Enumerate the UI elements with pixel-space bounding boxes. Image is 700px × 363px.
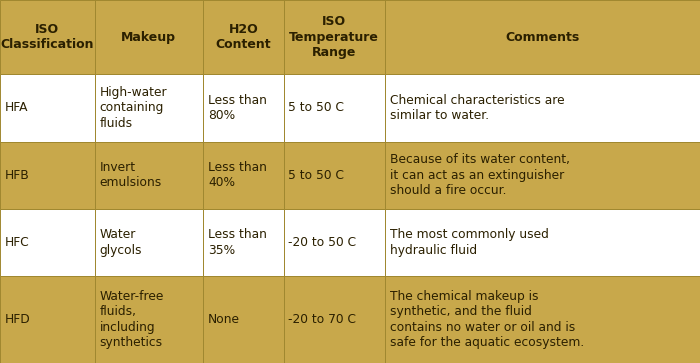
Text: The most commonly used
hydraulic fluid: The most commonly used hydraulic fluid <box>390 228 549 257</box>
Text: ISO
Classification: ISO Classification <box>1 23 94 52</box>
Text: Invert
emulsions: Invert emulsions <box>99 161 162 189</box>
Text: 5 to 50 C: 5 to 50 C <box>288 169 344 182</box>
Bar <box>94 276 203 363</box>
Bar <box>203 74 284 142</box>
Bar <box>284 209 385 276</box>
Bar <box>94 0 203 74</box>
Text: Because of its water content,
it can act as an extinguisher
should a fire occur.: Because of its water content, it can act… <box>390 153 570 197</box>
Bar <box>0 74 94 142</box>
Text: Less than
40%: Less than 40% <box>208 161 267 189</box>
Bar <box>284 74 385 142</box>
Text: HFC: HFC <box>5 236 29 249</box>
Text: None: None <box>208 313 240 326</box>
Bar <box>94 74 203 142</box>
Text: Comments: Comments <box>505 31 580 44</box>
Text: -20 to 70 C: -20 to 70 C <box>288 313 356 326</box>
Bar <box>0 276 700 363</box>
Text: The chemical makeup is
synthetic, and the fluid
contains no water or oil and is
: The chemical makeup is synthetic, and th… <box>390 290 584 349</box>
Text: Makeup: Makeup <box>121 31 176 44</box>
Text: Less than
80%: Less than 80% <box>208 94 267 122</box>
Bar <box>385 0 700 74</box>
Text: H2O
Content: H2O Content <box>216 23 271 52</box>
Bar <box>284 142 385 209</box>
Text: Chemical characteristics are
similar to water.: Chemical characteristics are similar to … <box>390 94 565 122</box>
Bar <box>284 276 385 363</box>
Bar <box>0 209 700 276</box>
Text: ISO
Temperature
Range: ISO Temperature Range <box>289 15 379 59</box>
Bar <box>94 209 203 276</box>
Text: Less than
35%: Less than 35% <box>208 228 267 257</box>
Bar <box>203 209 284 276</box>
Bar <box>385 74 700 142</box>
Bar <box>385 142 700 209</box>
Bar <box>94 142 203 209</box>
Text: Water-free
fluids,
including
synthetics: Water-free fluids, including synthetics <box>99 290 164 349</box>
Bar <box>203 142 284 209</box>
Bar <box>0 0 94 74</box>
Text: High-water
containing
fluids: High-water containing fluids <box>99 86 167 130</box>
Bar <box>385 276 700 363</box>
Text: HFB: HFB <box>5 169 29 182</box>
Bar <box>0 209 94 276</box>
Text: 5 to 50 C: 5 to 50 C <box>288 102 344 114</box>
Bar <box>0 142 94 209</box>
Bar <box>0 276 94 363</box>
Text: Water
glycols: Water glycols <box>99 228 142 257</box>
Bar <box>203 276 284 363</box>
Bar <box>0 142 700 209</box>
Text: HFA: HFA <box>5 102 29 114</box>
Bar <box>203 0 284 74</box>
Bar <box>385 209 700 276</box>
Text: HFD: HFD <box>5 313 31 326</box>
Bar <box>284 0 385 74</box>
Bar <box>0 74 700 142</box>
Bar <box>0 0 700 74</box>
Text: -20 to 50 C: -20 to 50 C <box>288 236 356 249</box>
